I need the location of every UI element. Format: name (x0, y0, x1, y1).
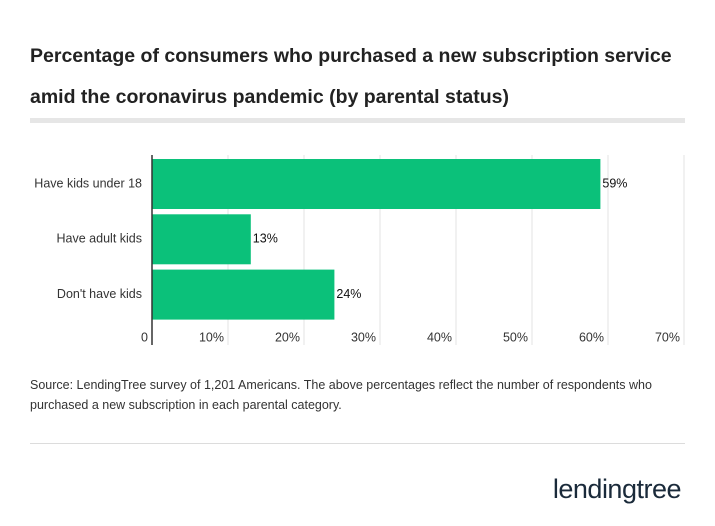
bar (152, 159, 601, 209)
x-tick-label: 70% (655, 330, 680, 344)
footer-rule (30, 443, 685, 444)
value-label: 59% (602, 176, 627, 190)
brand-logo: lendingtree (552, 474, 682, 504)
value-label: 13% (253, 232, 278, 246)
value-label: 24% (336, 287, 361, 301)
y-tick-label: Don't have kids (57, 287, 142, 301)
x-tick-label: 0 (141, 330, 148, 344)
title-rule (30, 118, 685, 123)
source-note: Source: LendingTree survey of 1,201 Amer… (30, 378, 652, 412)
bar (152, 214, 251, 265)
x-tick-label: 30% (351, 330, 376, 344)
x-tick-label: 20% (275, 330, 300, 344)
x-tick-label: 40% (427, 330, 452, 344)
bar (152, 269, 335, 320)
y-tick-label: Have adult kids (57, 232, 142, 246)
chart-title: Percentage of consumers who purchased a … (30, 45, 672, 108)
x-tick-label: 10% (199, 330, 224, 344)
x-tick-label: 60% (579, 330, 604, 344)
y-tick-label: Have kids under 18 (34, 176, 142, 190)
x-tick-label: 50% (503, 330, 528, 344)
